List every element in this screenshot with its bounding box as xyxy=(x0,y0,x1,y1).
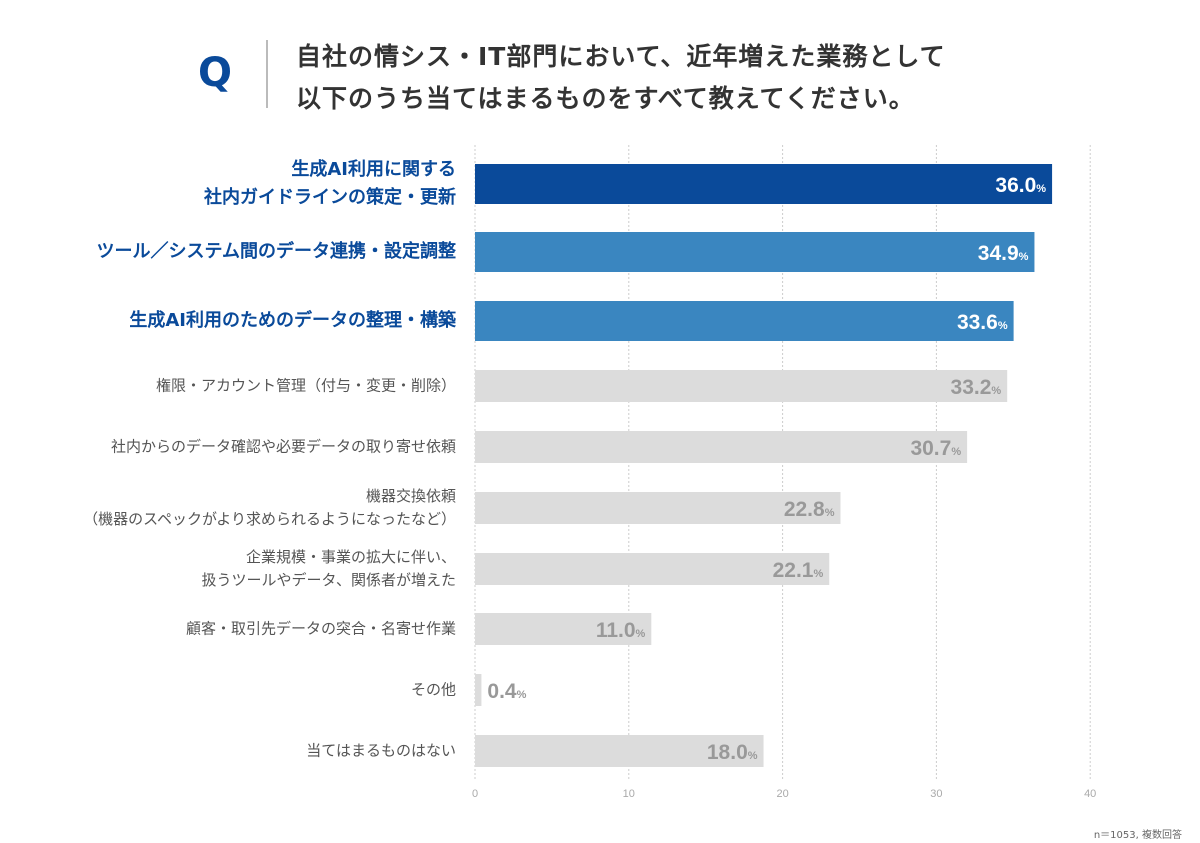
x-tick-label: 30 xyxy=(930,788,942,800)
bar xyxy=(475,431,968,463)
value-label: 36.0% xyxy=(995,174,1046,197)
value-label: 0.4% xyxy=(487,680,526,703)
bar xyxy=(475,492,841,524)
x-tick-label: 40 xyxy=(1084,788,1096,800)
question-line-1: 自社の情シス・IT部門において、近年増えた業務として xyxy=(296,42,946,71)
value-label: 22.8% xyxy=(784,498,835,521)
bar xyxy=(475,735,764,767)
category-label: ツール／システム間のデータ連携・設定調整 xyxy=(96,241,456,262)
x-tick-label: 0 xyxy=(472,788,478,800)
category-label: 生成AI利用のためのデータの整理・構築 xyxy=(129,310,456,331)
category-label: 機器交換依頼 （機器のスペックがより求められるようになったなど） xyxy=(83,487,456,528)
category-label: その他 xyxy=(410,680,456,699)
bar xyxy=(475,370,1008,402)
question-mark: Q xyxy=(198,50,233,96)
value-label: 11.0% xyxy=(596,619,646,642)
value-label: 30.7% xyxy=(910,437,961,460)
bar xyxy=(475,164,1053,204)
value-label: 33.2% xyxy=(951,376,1002,399)
bar xyxy=(475,232,1035,272)
footnote: n＝1053, 複数回答 xyxy=(1093,830,1182,841)
category-label: 社内からのデータ確認や必要データの取り寄せ依頼 xyxy=(110,437,456,456)
bar xyxy=(475,674,482,706)
question-line-2: 以下のうち当てはまるものをすべて教えてください。 xyxy=(296,84,915,113)
bar xyxy=(475,613,652,645)
question-title: 自社の情シス・IT部門において、近年増えた業務として 以下のうち当てはまるものを… xyxy=(296,36,946,120)
value-label: 34.9% xyxy=(978,242,1029,265)
category-label: 当てはまるものはない xyxy=(306,741,456,760)
value-label: 18.0% xyxy=(707,741,758,764)
category-label: 顧客・取引先データの突合・名寄せ作業 xyxy=(185,619,456,638)
category-label: 生成AI利用に関する 社内ガイドラインの策定・更新 xyxy=(204,159,456,208)
bar xyxy=(475,553,830,585)
value-label: 22.1% xyxy=(773,559,824,582)
x-tick-label: 10 xyxy=(623,788,635,800)
value-label: 33.6% xyxy=(957,311,1008,334)
bar xyxy=(475,301,1014,341)
category-label: 企業規模・事業の拡大に伴い、 扱うツールやデータ、関係者が増えた xyxy=(201,548,456,589)
category-label: 権限・アカウント管理（付与・変更・削除） xyxy=(155,376,456,395)
x-tick-label: 20 xyxy=(776,788,788,800)
divider xyxy=(266,40,268,108)
